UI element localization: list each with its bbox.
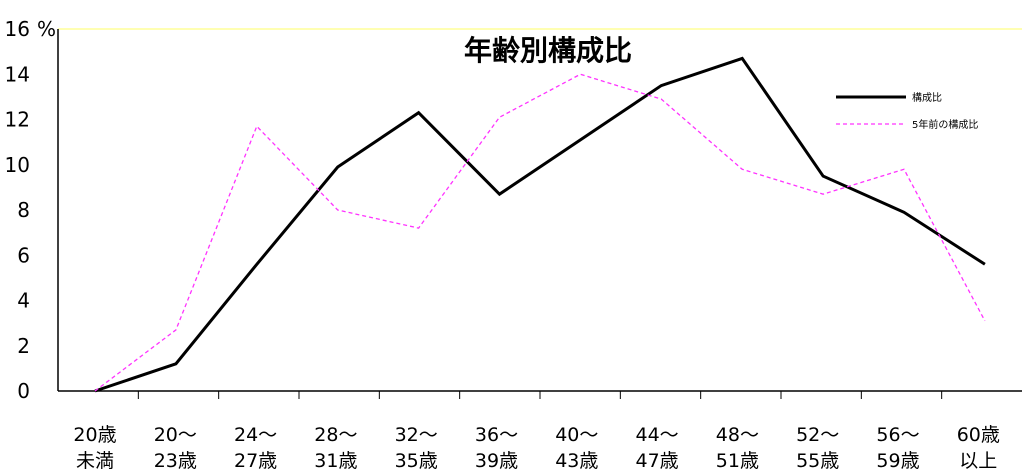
legend-label-series-1: 構成比 — [912, 91, 942, 104]
x-tick-label: 47歳 — [636, 450, 679, 472]
series-group — [94, 56, 986, 393]
x-tick-label: 43歳 — [555, 450, 598, 472]
x-tick-label: 23歳 — [154, 450, 197, 472]
series-line-2 — [94, 73, 986, 392]
x-tick-label: 55歳 — [796, 450, 839, 472]
y-tick-label: 14 — [5, 62, 30, 86]
x-tick-label: 36～ — [475, 424, 518, 446]
x-tick-label: 24～ — [234, 424, 277, 446]
x-tick-label: 31歳 — [314, 450, 357, 472]
y-tick-label: 4 — [17, 289, 30, 313]
series-line-1 — [94, 56, 986, 393]
legend: 構成比 5年前の構成比 — [836, 91, 978, 131]
x-tick-label: 51歳 — [716, 450, 759, 472]
x-tick-label: 20～ — [154, 424, 197, 446]
y-tick-label: 10 — [5, 153, 30, 177]
x-tick-label: 56～ — [876, 424, 919, 446]
y-tick-label: 0 — [17, 379, 30, 403]
x-tick-label: 32～ — [395, 424, 438, 446]
y-tick-label: 2 — [17, 334, 30, 358]
x-tick-label: 以上 — [959, 450, 997, 472]
y-axis-unit: % — [37, 17, 56, 41]
x-tick-label: 20歳 — [73, 424, 116, 446]
x-tick-label: 40～ — [555, 424, 598, 446]
legend-label-series-2: 5年前の構成比 — [912, 118, 978, 131]
x-tick-label: 44～ — [636, 424, 679, 446]
x-tick-label: 48～ — [716, 424, 759, 446]
y-tick-label: 8 — [17, 198, 30, 222]
x-tick-label: 59歳 — [876, 450, 919, 472]
x-tick-label: 52～ — [796, 424, 839, 446]
x-tick-label: 39歳 — [475, 450, 518, 472]
x-tick-label: 27歳 — [234, 450, 277, 472]
y-tick-labels: 0 2 4 6 8 10 12 14 16 — [5, 17, 30, 403]
y-tick-label: 16 — [5, 17, 30, 41]
x-tick-label: 35歳 — [395, 450, 438, 472]
x-tick-label: 28～ — [314, 424, 357, 446]
chart-title: 年齢別構成比 — [464, 34, 632, 67]
x-tick-label: 60歳 — [957, 424, 1000, 446]
x-tick-label: 未満 — [76, 450, 114, 472]
y-tick-label: 6 — [17, 243, 30, 267]
y-tick-label: 12 — [5, 108, 30, 132]
x-axis-ticks — [137, 391, 943, 399]
